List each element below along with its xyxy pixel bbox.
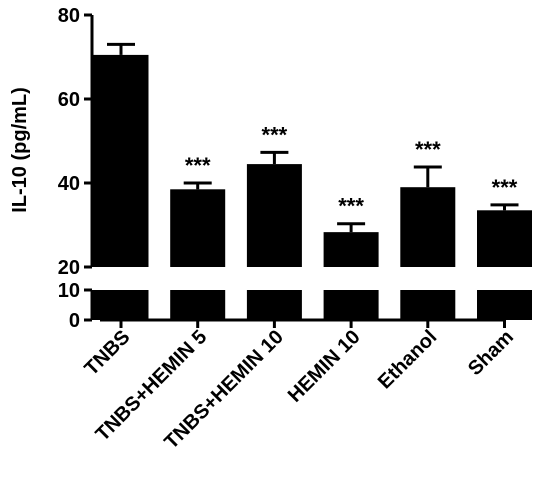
y-tick-label: 0 bbox=[69, 310, 80, 332]
significance-label-1: *** bbox=[185, 153, 211, 178]
bar-5-upper bbox=[477, 210, 532, 267]
y-tick-label: 10 bbox=[58, 280, 80, 302]
x-tick-label-5: Sham bbox=[464, 326, 518, 380]
bar-0-lower bbox=[93, 290, 149, 320]
x-tick-label-3: HEMIN 10 bbox=[284, 326, 365, 407]
bar-5-lower bbox=[477, 290, 532, 320]
y-tick-label: 80 bbox=[58, 5, 80, 27]
bar-2-upper bbox=[246, 164, 302, 267]
bar-2-lower bbox=[246, 290, 302, 320]
significance-label-5: *** bbox=[492, 175, 518, 200]
axes: 20 40 60 80 0 10 bbox=[58, 5, 506, 332]
x-tick-label-4: Ethanol bbox=[374, 326, 441, 393]
bar-3-upper bbox=[323, 232, 379, 267]
bar-0-upper bbox=[93, 54, 149, 268]
y-tick-label: 40 bbox=[58, 173, 80, 195]
bar-4-upper bbox=[400, 187, 456, 267]
bar-1-upper bbox=[170, 189, 226, 267]
y-tick-label: 60 bbox=[58, 89, 80, 111]
significance-label-3: *** bbox=[338, 194, 364, 219]
x-tick-label-0: TNBS bbox=[80, 326, 134, 380]
bars bbox=[93, 42, 532, 320]
bar-1-lower bbox=[170, 290, 226, 320]
y-tick-label: 20 bbox=[58, 257, 80, 279]
bar-4-lower bbox=[400, 290, 456, 320]
significance-label-2: *** bbox=[262, 122, 288, 147]
bar-3-lower bbox=[323, 290, 379, 320]
y-axis-label: IL-10 (pg/mL) bbox=[9, 87, 31, 213]
significance-label-4: *** bbox=[415, 137, 441, 162]
